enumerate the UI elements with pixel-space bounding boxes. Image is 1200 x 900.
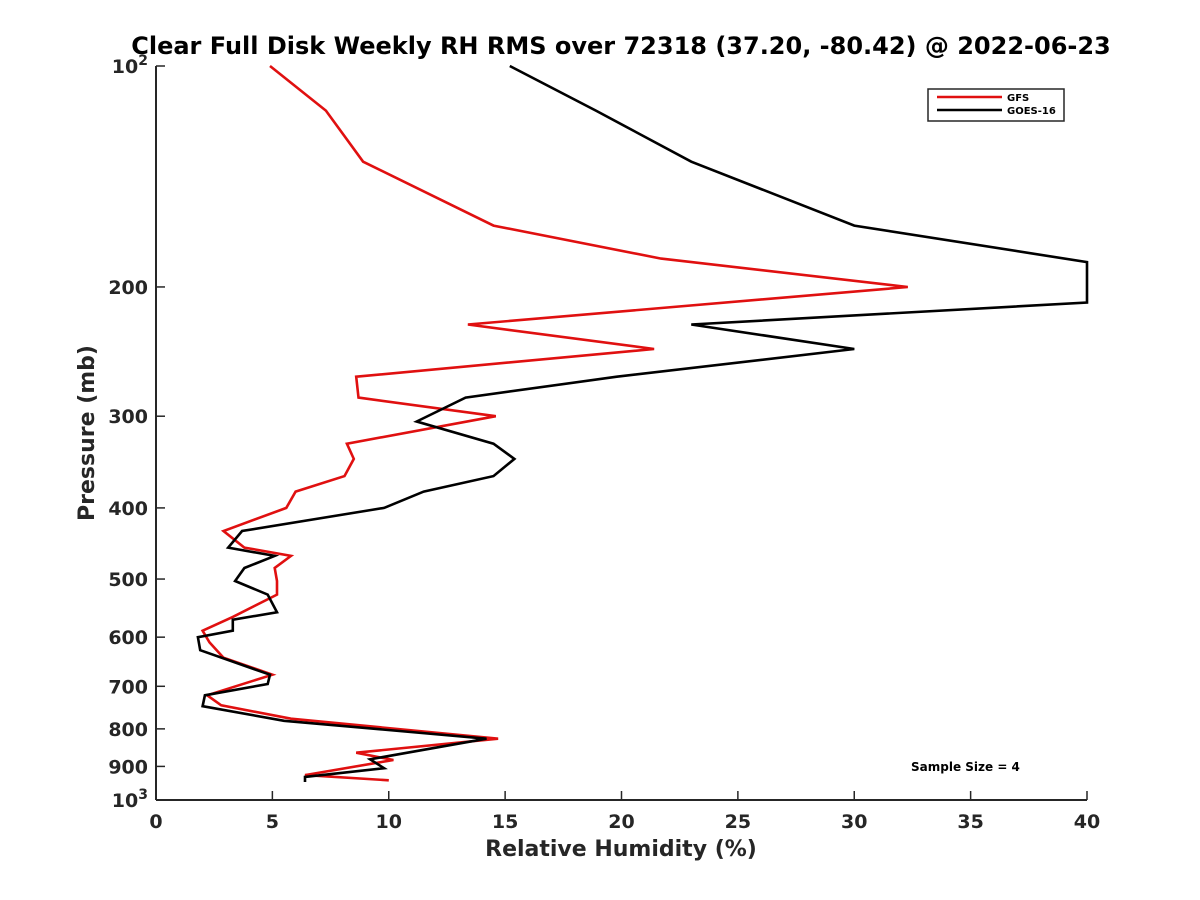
- legend-box: [927, 88, 1065, 122]
- y-tick-label: 102: [112, 53, 148, 78]
- series-layer: [196, 64, 1089, 782]
- x-tick-label: 5: [266, 811, 279, 833]
- x-axis-ticks: 0 5 10 15 20 25 30 35 40: [149, 791, 1100, 833]
- y-tick-label: 200: [108, 277, 148, 299]
- series-line-goes16: [196, 64, 1089, 782]
- legend-label-goes16: GOES-16: [1007, 106, 1056, 117]
- chart-title: Clear Full Disk Weekly RH RMS over 72318…: [131, 32, 1111, 60]
- y-tick-label: 400: [108, 498, 148, 520]
- legend: GFS GOES-16: [927, 88, 1065, 122]
- series-line-gfs: [200, 64, 908, 782]
- y-axis-ticks: 102 200 300 400 500 600 700 800 900 103: [108, 53, 165, 812]
- y-tick-label: 600: [108, 627, 148, 649]
- x-tick-label: 25: [725, 811, 751, 833]
- y-axis-label: Pressure (mb): [75, 345, 100, 521]
- x-axis-label: Relative Humidity (%): [485, 837, 757, 862]
- sample-size-annotation: Sample Size = 4: [911, 760, 1020, 774]
- plot-area: 0 5 10 15 20 25 30 35 40 102 200 300 400 500 600 700 80…: [108, 53, 1100, 833]
- y-tick-label: 700: [108, 676, 148, 698]
- x-tick-label: 35: [957, 811, 983, 833]
- x-tick-label: 30: [841, 811, 867, 833]
- x-tick-label: 40: [1074, 811, 1100, 833]
- legend-label-gfs: GFS: [1007, 93, 1029, 104]
- y-tick-label: 800: [108, 719, 148, 741]
- y-tick-label: 103: [112, 787, 148, 812]
- x-tick-label: 20: [608, 811, 634, 833]
- x-tick-label: 10: [376, 811, 402, 833]
- y-tick-label: 300: [108, 406, 148, 428]
- y-tick-label: 900: [108, 756, 148, 778]
- x-tick-label: 15: [492, 811, 518, 833]
- y-tick-label: 500: [108, 569, 148, 591]
- x-tick-label: 0: [149, 811, 162, 833]
